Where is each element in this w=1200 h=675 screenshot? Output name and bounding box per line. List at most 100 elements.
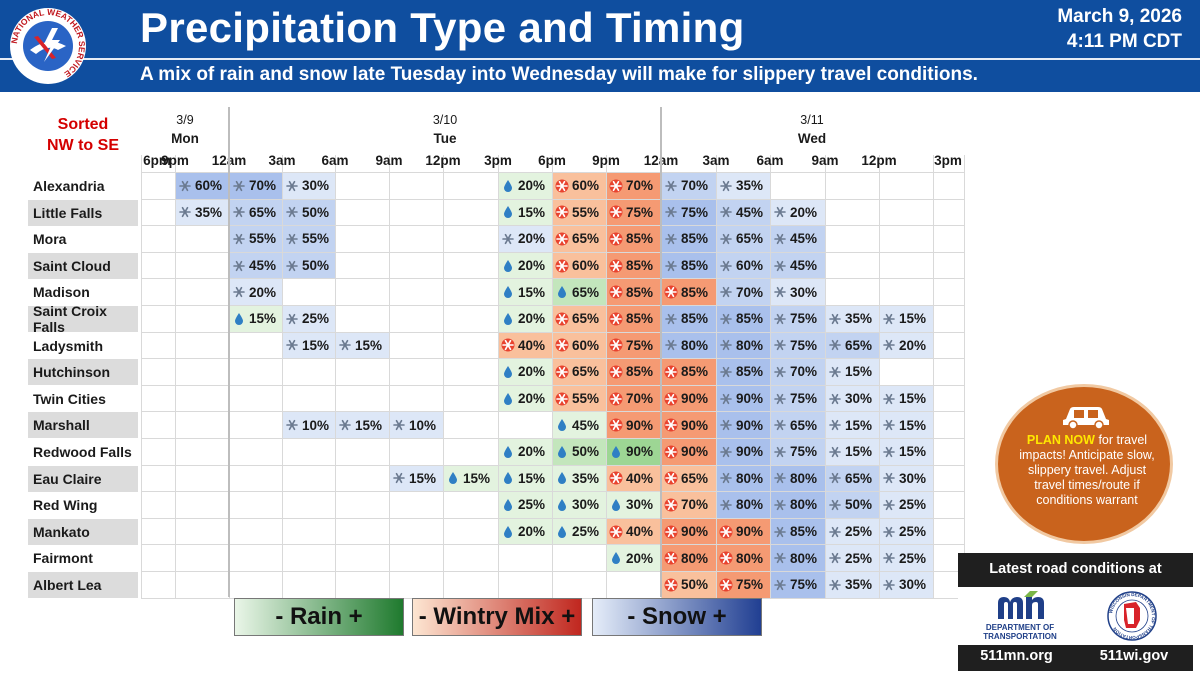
snow-probability-cell: 80% — [771, 492, 825, 518]
mix-probability-cell: 90% — [662, 518, 716, 545]
snowflake-icon — [393, 420, 405, 431]
snow-probability-cell: 85% — [771, 518, 825, 545]
snowflake-icon — [774, 287, 786, 298]
snowflake-icon — [286, 180, 298, 191]
grid-column-line — [335, 155, 336, 598]
snowflake-icon — [720, 446, 732, 457]
probability-value: 75% — [790, 577, 818, 593]
wintry-mix-icon — [609, 365, 623, 379]
snowflake-icon — [829, 446, 841, 457]
raindrop-icon — [504, 206, 512, 219]
snow-probability-cell: 15% — [880, 439, 933, 465]
probability-value: 20% — [790, 204, 818, 220]
snow-probability-cell: 25% — [880, 545, 933, 571]
probability-value: 80% — [736, 470, 764, 486]
grid-row-line — [141, 571, 964, 572]
mix-probability-cell: 70% — [662, 492, 716, 518]
probability-value: 15% — [845, 444, 873, 460]
probability-value: 15% — [899, 391, 927, 407]
wintry-mix-icon — [664, 578, 678, 592]
probability-value: 80% — [790, 550, 818, 566]
probability-value: 90% — [736, 417, 764, 433]
sort-note-line2: NW to SE — [47, 137, 119, 154]
grid-row-line — [141, 225, 964, 227]
time-header: 3am — [702, 153, 730, 168]
probability-value: 25% — [899, 524, 927, 540]
wintry-mix-icon — [609, 525, 623, 539]
road-conditions-box: Latest road conditions at DEPARTMENT OF … — [958, 553, 1193, 671]
snowflake-icon — [829, 420, 841, 431]
road-conditions-title: Latest road conditions at — [989, 561, 1162, 577]
day-divider — [660, 107, 662, 597]
issue-time: 4:11 PM CDT — [1066, 31, 1182, 52]
day-name: Tue — [433, 131, 457, 146]
raindrop-icon — [504, 179, 512, 192]
rain-probability-cell: 20% — [499, 385, 552, 412]
probability-value: 20% — [518, 364, 546, 380]
raindrop-icon — [449, 472, 457, 485]
probability-value: 15% — [355, 417, 383, 433]
wintry-mix-icon — [609, 285, 623, 299]
snowflake-icon — [883, 526, 895, 537]
probability-value: 45% — [572, 417, 600, 433]
mix-probability-cell: 85% — [607, 226, 661, 252]
snow-probability-cell: 35% — [176, 199, 229, 226]
raindrop-icon — [504, 392, 512, 405]
probability-value: 85% — [790, 524, 818, 540]
raindrop-icon — [558, 445, 566, 458]
mix-probability-cell: 60% — [553, 173, 606, 199]
rain-probability-cell: 20% — [499, 306, 552, 332]
wintry-mix-icon — [609, 259, 623, 273]
probability-value: 90% — [736, 524, 764, 540]
snow-probability-cell: 90% — [717, 385, 770, 412]
snow-probability-cell: 45% — [717, 199, 770, 226]
snow-probability-cell: 60% — [717, 252, 770, 279]
link-511mn[interactable]: 511mn.org — [980, 648, 1053, 664]
snowflake-icon — [883, 446, 895, 457]
plan-now-strong: PLAN NOW — [1026, 433, 1095, 447]
city-label: Marshall — [28, 412, 138, 439]
grid-column-line — [964, 155, 965, 598]
raindrop-icon — [558, 286, 566, 299]
mndot-logo-icon — [998, 591, 1044, 619]
time-header: 6am — [321, 153, 349, 168]
snowflake-icon — [774, 393, 786, 404]
snow-probability-cell: 85% — [717, 306, 770, 332]
time-header: 3am — [268, 153, 296, 168]
raindrop-icon — [504, 365, 512, 378]
raindrop-icon — [504, 259, 512, 272]
snowflake-icon — [286, 420, 298, 431]
snow-probability-cell: 20% — [771, 199, 825, 226]
grid-column-line — [552, 155, 553, 598]
snowflake-icon — [829, 473, 841, 484]
rain-probability-cell: 30% — [553, 492, 606, 518]
snowflake-icon — [179, 207, 191, 218]
raindrop-icon — [504, 472, 512, 485]
mix-probability-cell: 65% — [662, 465, 716, 492]
grid-column-line — [770, 155, 771, 598]
mix-probability-cell: 65% — [553, 359, 606, 385]
probability-value: 20% — [518, 391, 546, 407]
time-header: 9am — [375, 153, 403, 168]
mix-probability-cell: 55% — [553, 385, 606, 412]
grid-row-line — [141, 305, 964, 306]
wintry-mix-icon — [609, 179, 623, 193]
mix-probability-cell: 75% — [607, 199, 661, 226]
snowflake-icon — [774, 366, 786, 378]
probability-value: 85% — [626, 231, 654, 247]
grid-column-line — [443, 155, 444, 598]
probability-value: 15% — [249, 311, 277, 327]
snowflake-icon — [720, 233, 732, 245]
raindrop-icon — [558, 472, 566, 485]
probability-value: 45% — [736, 204, 764, 220]
probability-value: 90% — [626, 444, 654, 460]
snow-probability-cell: 85% — [662, 226, 716, 252]
link-511wi[interactable]: 511wi.gov — [1099, 648, 1169, 664]
probability-value: 20% — [518, 178, 546, 194]
probability-value: 35% — [195, 204, 223, 220]
snow-probability-cell: 15% — [826, 412, 879, 438]
mix-probability-cell: 65% — [553, 306, 606, 332]
snow-probability-cell: 30% — [771, 279, 825, 305]
probability-value: 30% — [899, 577, 927, 593]
grid-column-line — [933, 155, 934, 598]
